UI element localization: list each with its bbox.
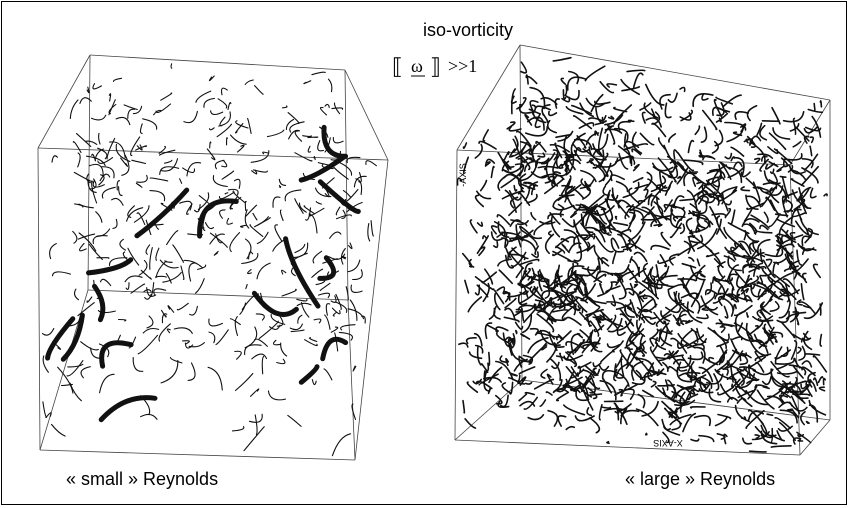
vortex-filament <box>616 217 617 219</box>
vortex-filament <box>678 177 681 179</box>
vortex-filament <box>787 409 793 410</box>
panel-label: « large » Reynolds <box>625 469 775 489</box>
symbol: ω <box>411 56 423 76</box>
vortex-filament <box>691 407 705 408</box>
vortex-filament <box>489 353 490 366</box>
relation: >>1 <box>448 56 477 76</box>
vortex-filament <box>795 127 796 134</box>
vortex-filament <box>767 414 772 415</box>
axis-label: X-AXIS <box>653 438 683 448</box>
vortex-filament <box>798 440 802 441</box>
vortex-filament <box>628 120 633 121</box>
title: iso-vorticity <box>423 20 513 40</box>
vortex-filament <box>750 451 766 452</box>
axis-label: -AXIS <box>458 163 468 187</box>
vortex-filament <box>820 101 821 107</box>
vortex-filament <box>308 137 318 138</box>
bracket-close: ⟧ <box>430 54 441 79</box>
vortex-filament <box>814 104 815 110</box>
vortex-filament <box>516 331 517 334</box>
panel-label: « small » Reynolds <box>66 469 218 489</box>
figure: iso-vorticity ⟦ ω ⟧ >>1 « small » Reynol… <box>0 0 850 508</box>
frame <box>2 2 847 505</box>
vortex-filament <box>97 258 109 259</box>
bracket-open: ⟦ <box>392 54 403 79</box>
vortex-filament <box>513 339 514 343</box>
vortex-filament <box>646 433 647 434</box>
vortex-filament <box>607 442 609 444</box>
